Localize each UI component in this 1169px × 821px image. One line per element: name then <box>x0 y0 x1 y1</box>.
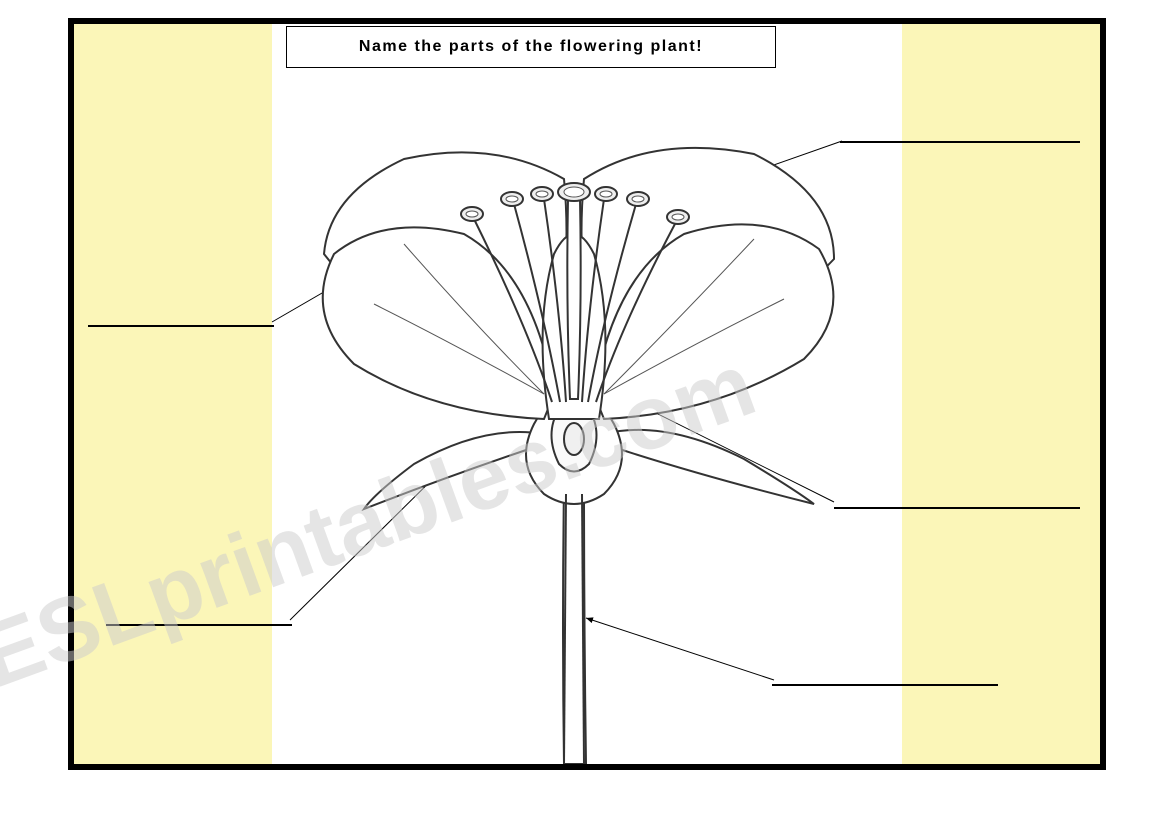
blank-line-ovary[interactable] <box>834 507 1080 509</box>
flower-group <box>323 148 834 764</box>
title-box: Name the parts of the flowering plant! <box>286 26 776 68</box>
arrow-stem <box>586 618 774 680</box>
title-text: Name the parts of the flowering plant! <box>359 38 703 56</box>
blank-line-stem[interactable] <box>772 684 998 686</box>
flower-diagram <box>74 24 1100 764</box>
ovule <box>564 423 584 455</box>
sepal-left <box>364 432 544 509</box>
blank-line-stamen[interactable] <box>88 325 274 327</box>
blank-line-petal[interactable] <box>840 141 1080 143</box>
worksheet-frame: Name the parts of the flowering plant! <box>68 18 1106 770</box>
pistil-style <box>567 199 580 399</box>
sepal-right <box>604 430 814 504</box>
blank-line-sepal[interactable] <box>106 624 292 626</box>
